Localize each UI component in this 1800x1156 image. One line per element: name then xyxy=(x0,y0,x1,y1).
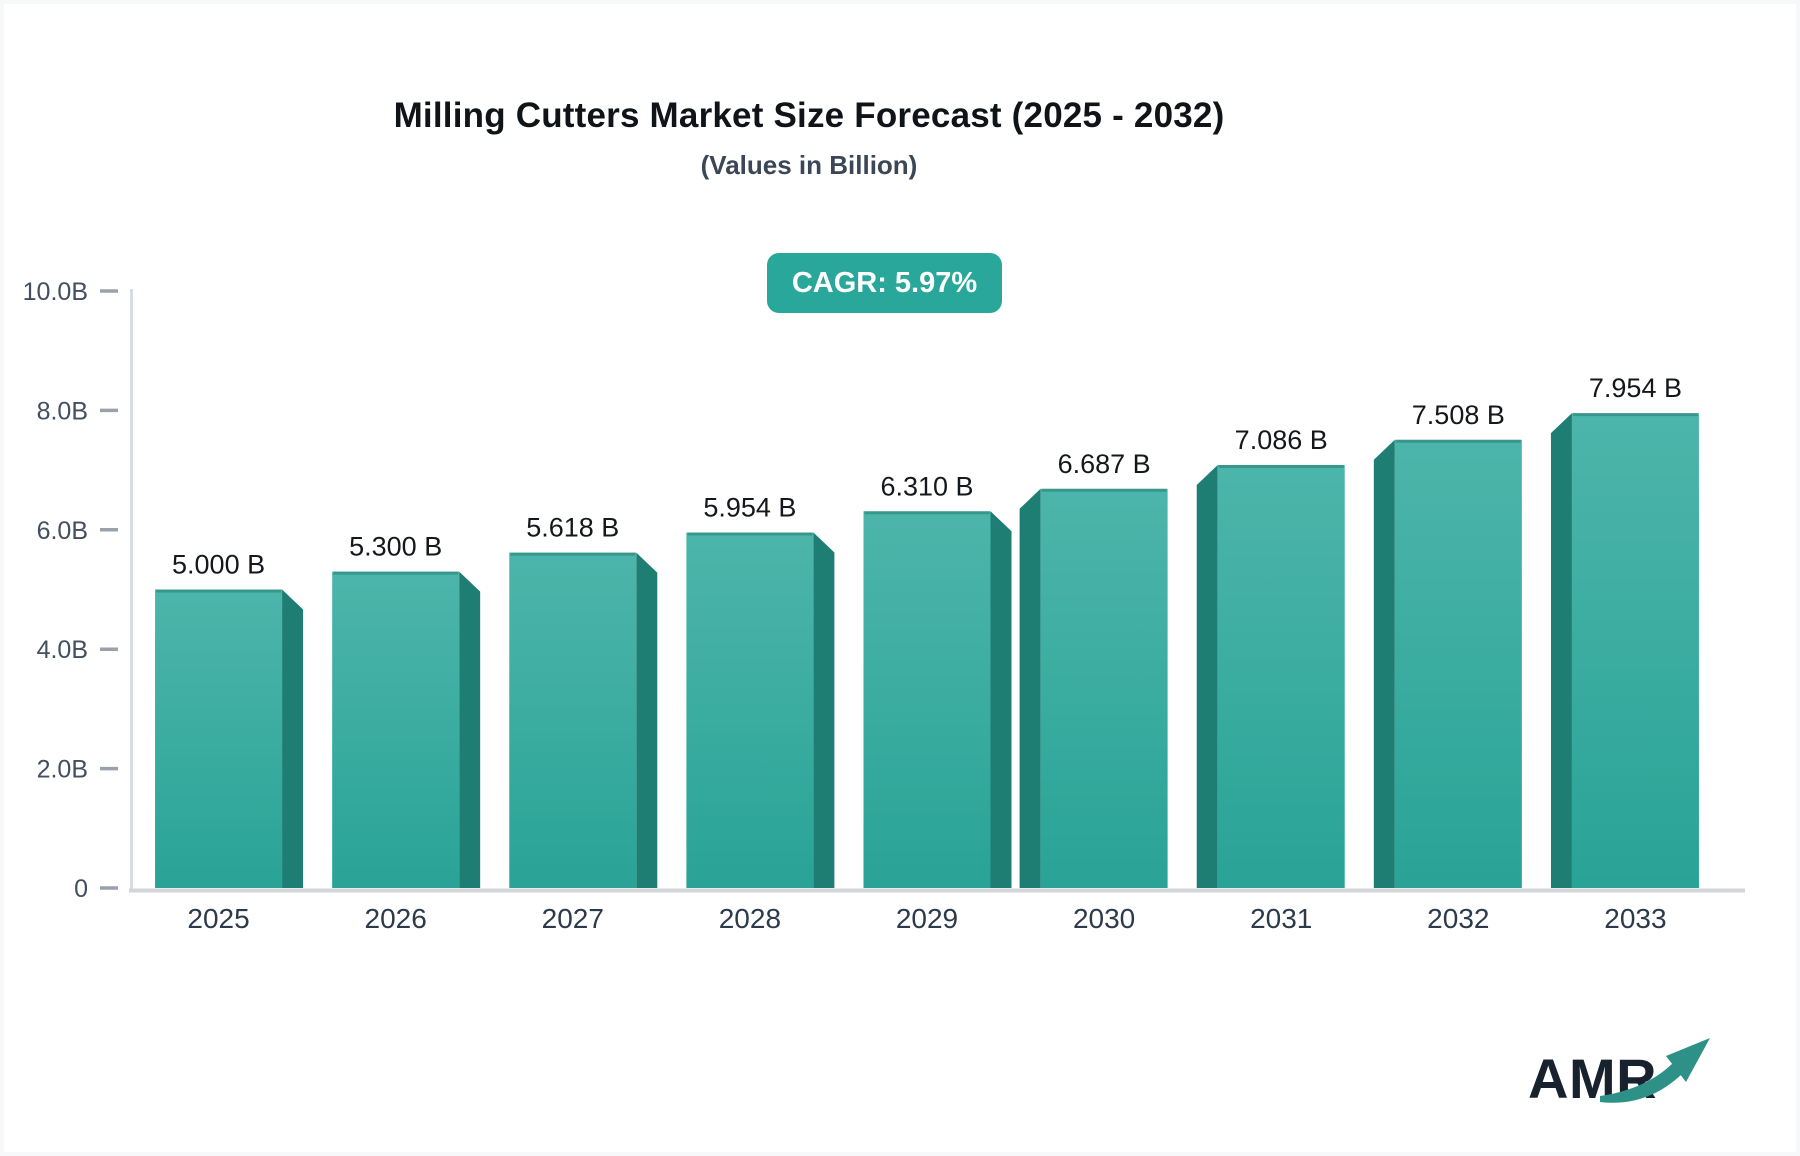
bar-face xyxy=(332,571,460,888)
chart-header: Milling Cutters Market Size Forecast (20… xyxy=(4,4,1614,181)
bar-group-2026: 5.300 B 2026 xyxy=(332,532,481,934)
bar-group-2027: 5.618 B 2027 xyxy=(509,513,658,934)
cagr-badge: CAGR: 5.97% xyxy=(767,253,1002,313)
bar-group-2033: 7.954 B 2033 xyxy=(1550,373,1699,934)
bar-group-2029: 6.310 B 2029 xyxy=(863,471,1012,934)
y-tick-label: 10.0B xyxy=(23,278,88,306)
y-axis: 0 2.0B 4.0B 6.0B 8.0B 10.0B xyxy=(23,278,1745,903)
bar-value-label: 6.310 B xyxy=(880,471,973,501)
x-tick-label: 2029 xyxy=(896,903,958,934)
growth-arrow-icon xyxy=(1600,1038,1710,1103)
bar-group-2025: 5.000 B 2025 xyxy=(155,550,304,934)
bar-value-label: 5.618 B xyxy=(526,513,619,543)
x-tick-label: 2026 xyxy=(365,903,427,934)
amr-logo: AMR xyxy=(1528,1038,1758,1136)
bar-face xyxy=(1040,488,1168,888)
cagr-badge-label: CAGR: 5.97% xyxy=(791,266,978,299)
bar-group-2030: 6.687 B 2030 xyxy=(1019,449,1168,934)
bar-face xyxy=(1571,413,1699,888)
bar-face xyxy=(155,589,283,888)
bar-group-2031: 7.086 B 2031 xyxy=(1196,425,1345,934)
y-tick-label: 4.0B xyxy=(37,636,88,664)
x-tick-label: 2032 xyxy=(1427,903,1489,934)
bar-side xyxy=(813,532,835,888)
y-tick-label: 2.0B xyxy=(37,756,88,784)
x-tick-label: 2025 xyxy=(187,903,249,934)
bar-side xyxy=(1373,439,1395,888)
bar-face xyxy=(863,511,991,888)
bar-value-label: 7.954 B xyxy=(1589,373,1682,403)
x-tick-label: 2027 xyxy=(542,903,604,934)
bar-chart: 0 2.0B 4.0B 6.0B 8.0B 10.0B 5.000 B 2025 5.300 B… xyxy=(23,278,1745,934)
x-tick-label: 2028 xyxy=(719,903,781,934)
bar-side xyxy=(1550,413,1572,888)
bar-value-label: 7.508 B xyxy=(1412,400,1505,430)
bar-side xyxy=(990,511,1012,888)
chart-card: Milling Cutters Market Size Forecast (20… xyxy=(4,4,1796,1152)
bar-value-label: 5.954 B xyxy=(703,493,796,523)
y-tick-label: 6.0B xyxy=(37,517,88,545)
chart-subtitle: (Values in Billion) xyxy=(700,150,918,180)
bar-group-2028: 5.954 B 2028 xyxy=(686,493,835,934)
bar-group-2032: 7.508 B 2032 xyxy=(1373,400,1522,934)
bar-face xyxy=(1394,439,1522,888)
bar-value-label: 5.000 B xyxy=(172,550,265,580)
y-tick-label: 0 xyxy=(74,875,88,903)
y-tick-label: 8.0B xyxy=(37,397,88,425)
bar-face xyxy=(509,552,637,888)
bar-side xyxy=(1019,488,1041,888)
bar-value-label: 5.300 B xyxy=(349,532,442,562)
bar-value-label: 6.687 B xyxy=(1058,449,1151,479)
x-tick-label: 2031 xyxy=(1250,903,1312,934)
bar-value-label: 7.086 B xyxy=(1235,425,1328,455)
bar-face xyxy=(1217,464,1345,888)
x-tick-label: 2033 xyxy=(1604,903,1666,934)
bar-side xyxy=(459,571,481,888)
x-tick-label: 2030 xyxy=(1073,903,1135,934)
bar-side xyxy=(1196,464,1218,888)
bar-side xyxy=(282,589,304,888)
bar-side xyxy=(636,552,658,888)
chart-title: Milling Cutters Market Size Forecast (20… xyxy=(393,96,1225,135)
bar-face xyxy=(686,532,814,888)
